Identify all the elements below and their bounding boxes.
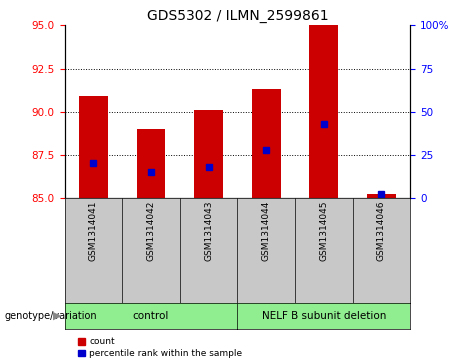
- Title: GDS5302 / ILMN_2599861: GDS5302 / ILMN_2599861: [147, 9, 328, 23]
- Text: GSM1314046: GSM1314046: [377, 201, 386, 261]
- Text: ▶: ▶: [53, 311, 61, 321]
- Text: GSM1314044: GSM1314044: [262, 201, 271, 261]
- Text: GSM1314042: GSM1314042: [147, 201, 155, 261]
- Legend: count, percentile rank within the sample: count, percentile rank within the sample: [78, 338, 242, 358]
- Bar: [367, 195, 396, 198]
- Bar: [252, 89, 281, 198]
- Text: GSM1314043: GSM1314043: [204, 201, 213, 261]
- Text: GSM1314041: GSM1314041: [89, 201, 98, 261]
- Bar: [136, 129, 165, 198]
- Text: genotype/variation: genotype/variation: [5, 311, 97, 321]
- Bar: [309, 25, 338, 198]
- Bar: [79, 96, 108, 198]
- Bar: [194, 110, 223, 198]
- Text: NELF B subunit deletion: NELF B subunit deletion: [262, 311, 386, 321]
- Text: GSM1314045: GSM1314045: [319, 201, 328, 261]
- Text: control: control: [133, 311, 169, 321]
